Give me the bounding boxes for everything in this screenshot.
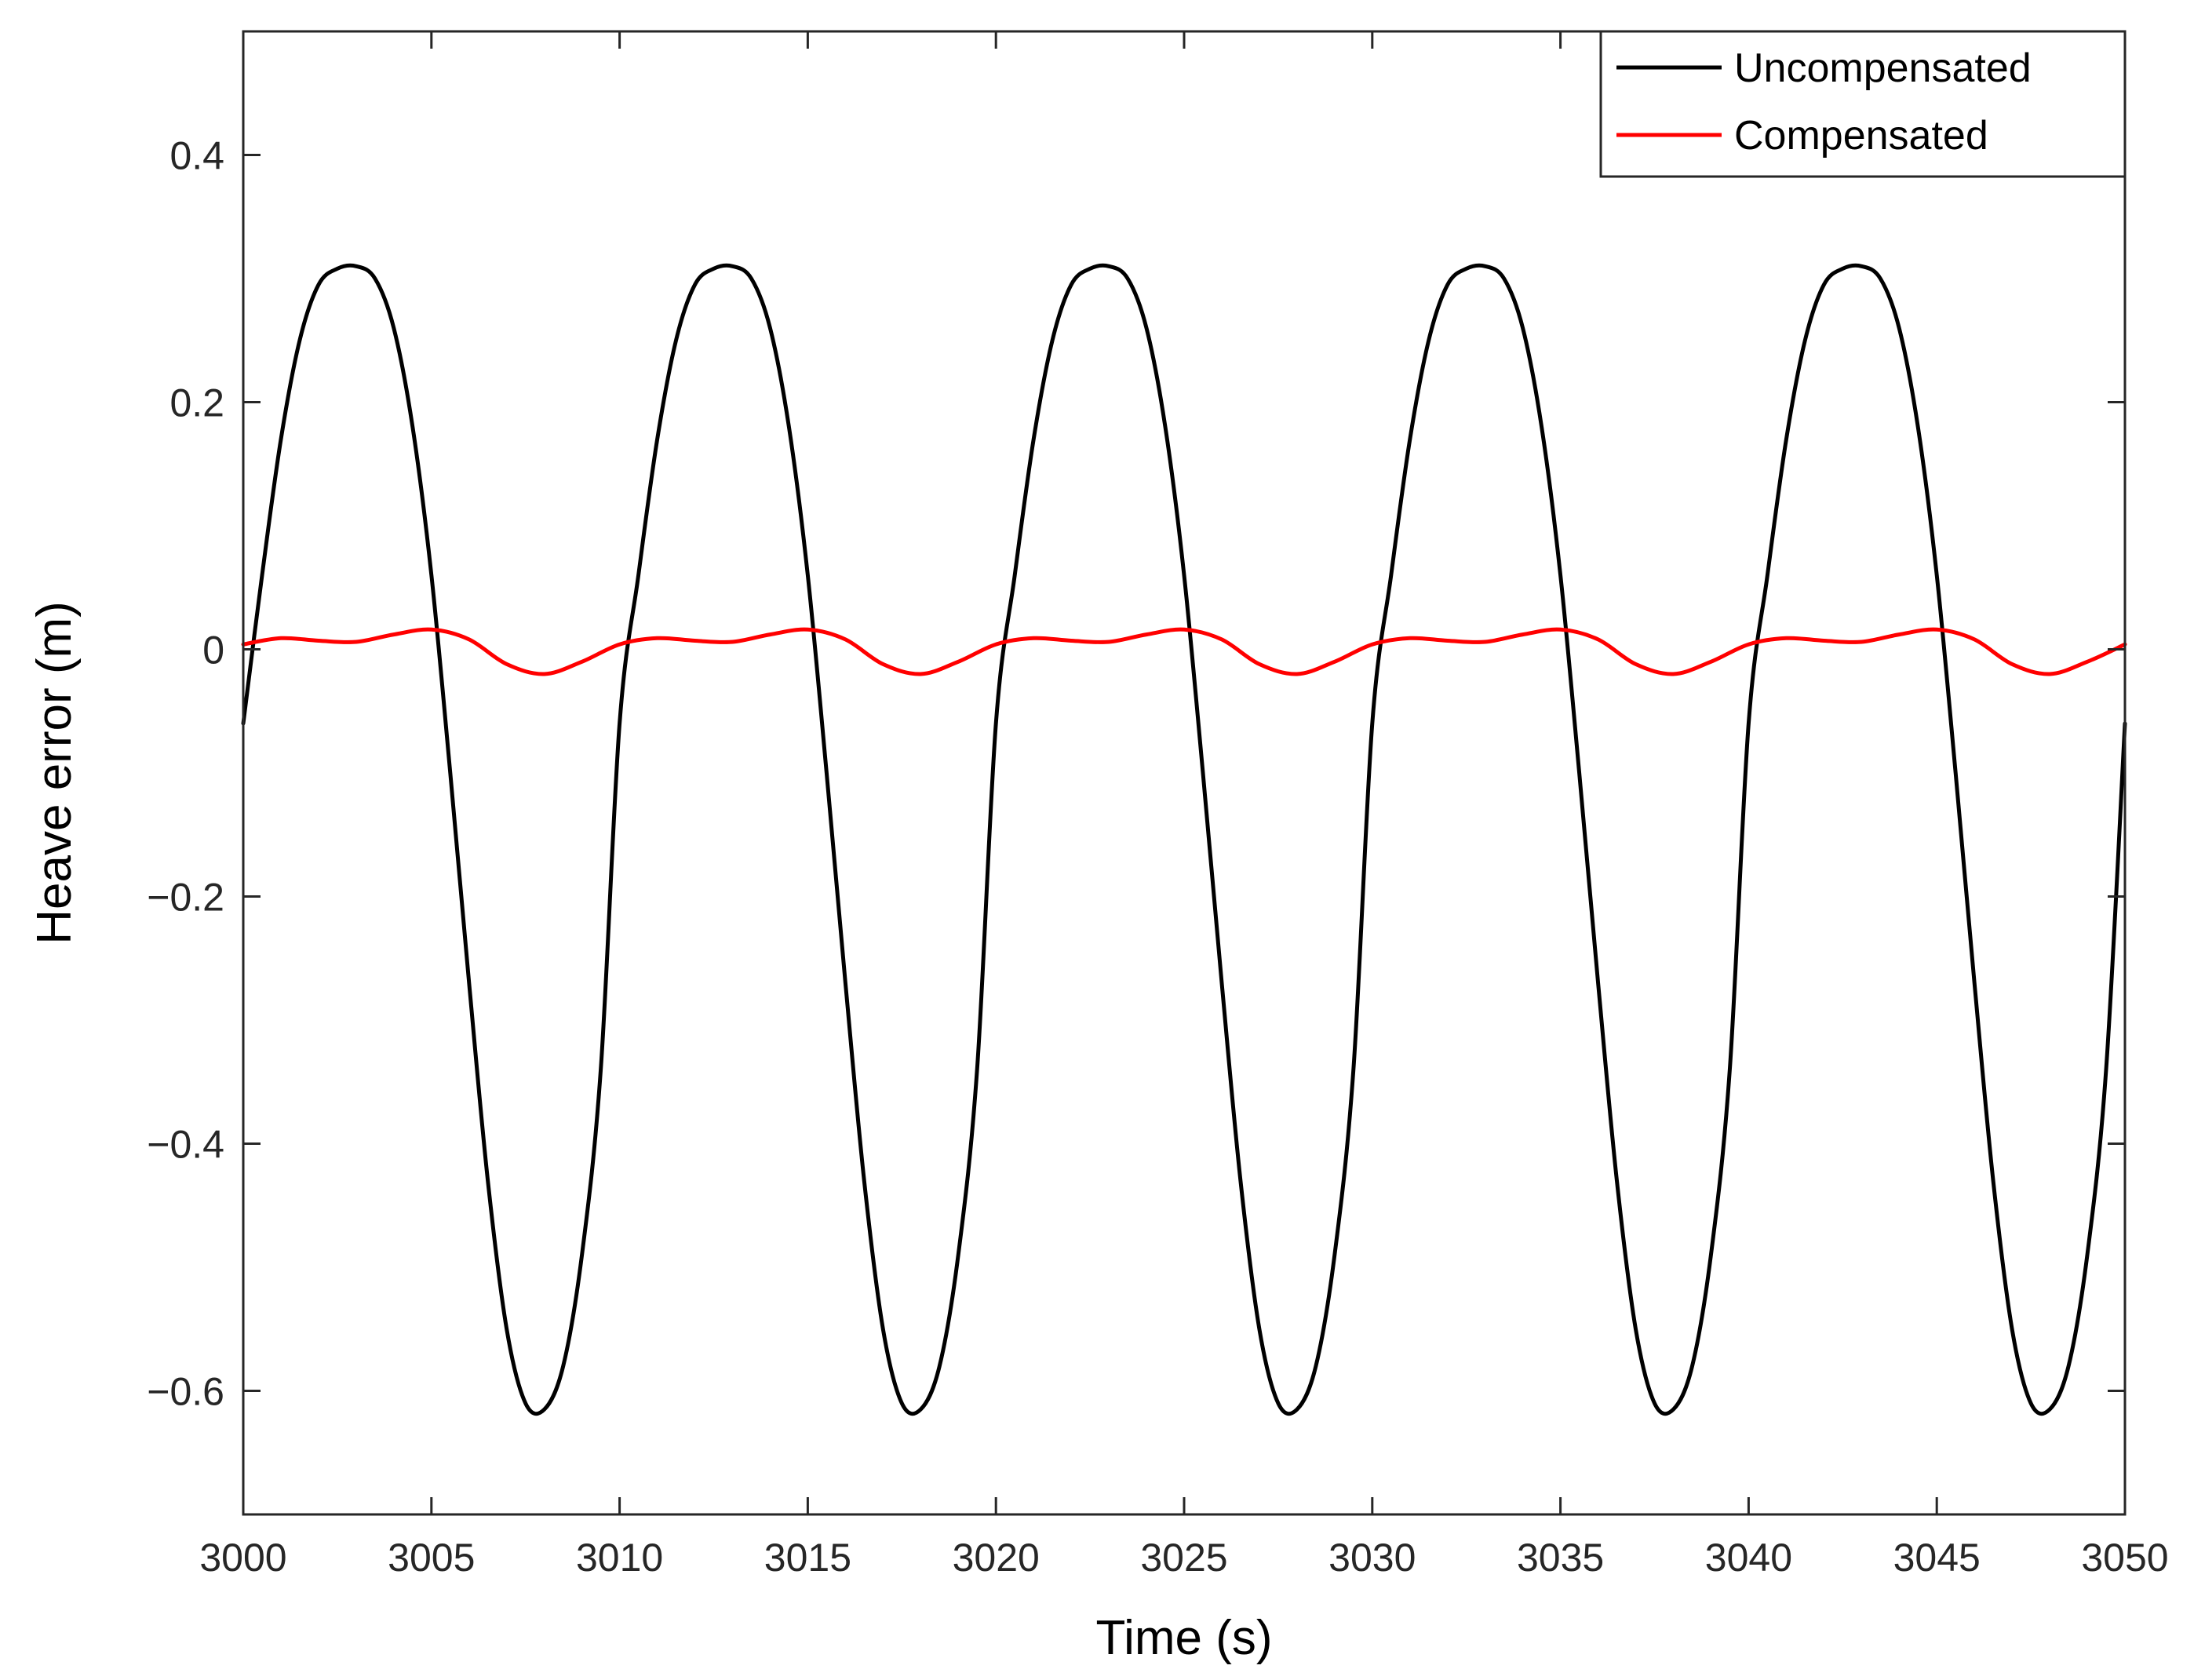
x-tick-label: 3040 [1705,1536,1792,1580]
axis-tick-labels: 3000 3005 3010 3015 3020 3025 3030 3035 3040 3045… [147,134,2168,1580]
y-axis-label: Heave error (m) [27,601,82,945]
y-tick-label: 0.2 [169,381,224,425]
x-tick-label: 3020 [953,1536,1040,1580]
series-line-compensated [241,627,2127,676]
series-line-uncompensated [241,263,2127,1416]
y-tick-label: −0.6 [147,1370,224,1414]
y-tick-label: 0 [202,629,224,672]
y-tick-label: −0.4 [147,1123,224,1167]
x-tick-label: 3025 [1140,1536,1227,1580]
series-lines [241,263,2127,1416]
x-tick-label: 3015 [764,1536,851,1580]
legend-label-uncompensated: Uncompensated [1734,46,2032,91]
x-axis-label: Time (s) [1096,1611,1273,1665]
x-tick-label: 3005 [388,1536,475,1580]
x-tick-label: 3030 [1328,1536,1416,1580]
x-tick-label: 3050 [2081,1536,2168,1580]
y-tick-label: 0.4 [169,134,224,178]
x-tick-label: 3045 [1893,1536,1981,1580]
axis-ticks [242,31,2127,1514]
legend: Uncompensated Compensated [1599,30,2127,178]
y-tick-label: −0.2 [147,876,224,920]
legend-label-compensated: Compensated [1734,113,1988,159]
x-tick-label: 3035 [1517,1536,1604,1580]
x-tick-label: 3000 [199,1536,286,1580]
legend-box [1599,30,2127,178]
plot-area-frame [242,30,2127,1516]
x-tick-label: 3010 [576,1536,663,1580]
